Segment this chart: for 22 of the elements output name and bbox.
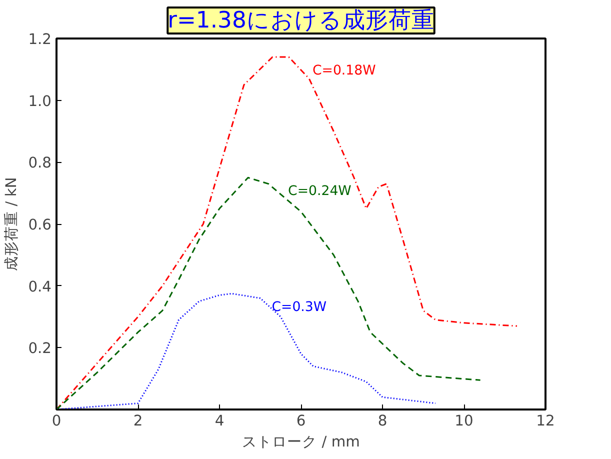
series-label: C=0.24W — [288, 184, 352, 200]
x-axis-title: ストローク / mm — [242, 434, 360, 450]
y-tick-label: 1.0 — [28, 92, 52, 110]
line-series — [56, 292, 436, 410]
line-series — [56, 176, 482, 410]
y-axis-title: 成形荷重 / kN — [3, 177, 20, 271]
x-tick-label: 2 — [133, 412, 143, 430]
y-tick-label: 0.2 — [28, 340, 52, 358]
x-tick-label: 4 — [214, 412, 224, 430]
x-tick-label: 10 — [454, 412, 474, 430]
chart-title: r=1.38における成形荷重 — [168, 8, 434, 34]
series-label: C=0.18W — [312, 64, 376, 79]
x-tick-label: 6 — [296, 412, 306, 430]
y-tick-label: 0.6 — [28, 216, 52, 234]
line-series — [56, 56, 518, 410]
x-tick-label: 8 — [378, 412, 388, 430]
series-label: C=0.3W — [272, 300, 327, 316]
x-tick-label: 12 — [536, 412, 555, 430]
x-tick-label: 0 — [52, 412, 62, 430]
y-tick-label: 0.4 — [28, 278, 52, 296]
y-tick-label: 1.2 — [28, 31, 52, 48]
y-tick-label: 0.8 — [28, 154, 52, 172]
